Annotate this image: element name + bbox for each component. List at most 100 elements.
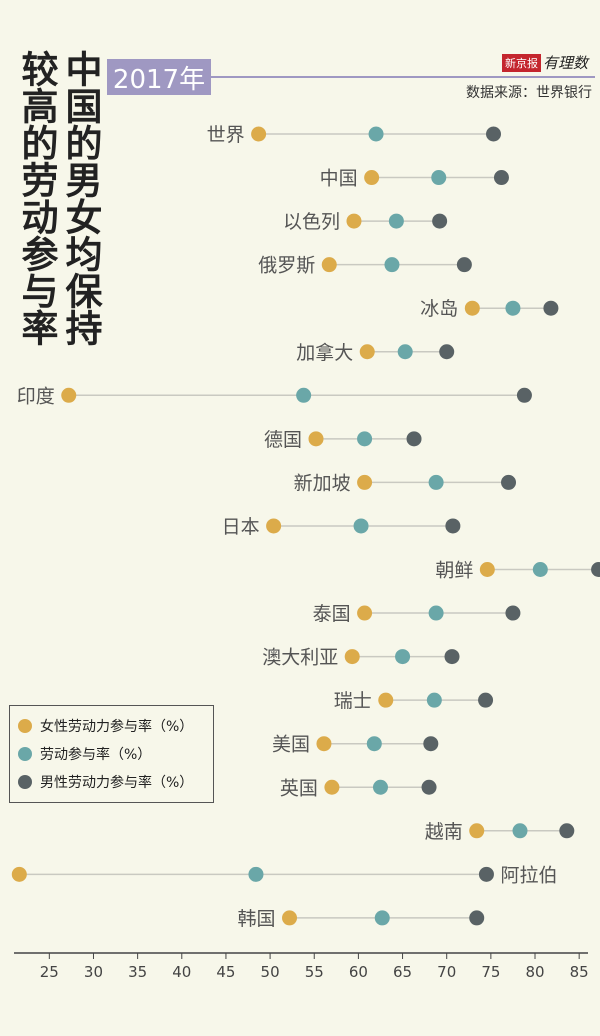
male-dot xyxy=(445,518,461,534)
overall-dot xyxy=(353,518,369,534)
x-tick-label: 45 xyxy=(216,963,235,981)
female-dot xyxy=(282,910,298,926)
chart-title-line-1: 中国的男女均保持 xyxy=(59,50,102,346)
female-dot xyxy=(324,779,340,795)
female-dot xyxy=(357,605,373,621)
legend-item-male: 男性劳动力参与率（%） xyxy=(18,768,213,796)
overall-dot xyxy=(374,910,390,926)
male-dot xyxy=(406,431,422,447)
overall-dot xyxy=(384,257,400,273)
female-dot xyxy=(346,213,362,229)
year-badge: 2017年 xyxy=(107,59,211,95)
category-label: 世界 xyxy=(207,124,245,146)
male-dot xyxy=(432,213,448,229)
overall-dot xyxy=(248,866,264,882)
x-tick-label: 30 xyxy=(84,963,103,981)
category-label: 以色列 xyxy=(283,211,340,233)
category-label: 瑞士 xyxy=(334,690,372,712)
x-tick-label: 35 xyxy=(128,963,147,981)
category-label: 泰国 xyxy=(313,603,351,625)
x-tick-label: 80 xyxy=(525,963,544,981)
x-tick-label: 60 xyxy=(349,963,368,981)
male-dot xyxy=(469,910,485,926)
overall-dot xyxy=(395,649,411,665)
category-label: 俄罗斯 xyxy=(258,255,315,277)
x-tick-label: 65 xyxy=(393,963,412,981)
female-dot xyxy=(321,257,337,273)
x-tick-label: 55 xyxy=(305,963,324,981)
male-dot xyxy=(439,344,455,360)
female-dot xyxy=(364,170,380,186)
female-dot xyxy=(357,474,373,490)
female-dot xyxy=(308,431,324,447)
female-dot xyxy=(464,300,480,316)
overall-dot xyxy=(505,300,521,316)
overall-dot xyxy=(426,692,442,708)
overall-dot xyxy=(368,126,384,142)
category-label: 英国 xyxy=(280,777,318,799)
male-dot xyxy=(456,257,472,273)
legend-label-female: 女性劳动力参与率（%） xyxy=(40,719,194,735)
category-label: 日本 xyxy=(222,516,260,538)
legend-label-male: 男性劳动力参与率（%） xyxy=(40,775,194,791)
male-dot xyxy=(444,649,460,665)
female-dot xyxy=(316,736,332,752)
overall-dot xyxy=(366,736,382,752)
legend-female-dot xyxy=(18,719,32,733)
legend-item-overall: 劳动参与率（%） xyxy=(18,740,213,768)
male-dot xyxy=(423,736,439,752)
male-dot xyxy=(591,562,600,577)
female-dot xyxy=(469,823,485,839)
legend: 女性劳动力参与率（%） 劳动参与率（%） 男性劳动力参与率（%） xyxy=(9,705,214,803)
male-dot xyxy=(478,692,494,708)
category-label: 美国 xyxy=(272,734,310,756)
overall-dot xyxy=(428,605,444,621)
x-tick-label: 70 xyxy=(437,963,456,981)
female-dot xyxy=(266,518,282,534)
male-dot xyxy=(559,823,575,839)
x-tick-label: 25 xyxy=(40,963,59,981)
x-tick-label: 40 xyxy=(172,963,191,981)
overall-dot xyxy=(397,344,413,360)
male-dot xyxy=(543,300,559,316)
female-dot xyxy=(11,866,27,882)
female-dot xyxy=(344,649,360,665)
x-tick-label: 75 xyxy=(481,963,500,981)
category-label: 新加坡 xyxy=(294,472,351,494)
brand-tag: 新京报 xyxy=(502,53,541,72)
brand-logo: 新京报 有理数 xyxy=(502,52,588,73)
overall-dot xyxy=(296,387,312,403)
category-label: 越南 xyxy=(425,821,463,843)
overall-dot xyxy=(428,474,444,490)
chart-title-line-2: 较高的劳动参与率 xyxy=(15,50,58,346)
female-dot xyxy=(378,692,394,708)
category-label: 澳大利亚 xyxy=(262,647,338,669)
overall-dot xyxy=(388,213,404,229)
category-label: 韩国 xyxy=(238,908,276,930)
male-dot xyxy=(505,605,521,621)
year-rule xyxy=(211,76,595,78)
x-tick-label: 85 xyxy=(570,963,589,981)
legend-male-dot xyxy=(18,775,32,789)
male-dot xyxy=(501,474,517,490)
category-label: 冰岛 xyxy=(420,298,458,320)
male-dot xyxy=(516,387,532,403)
male-dot xyxy=(486,126,502,142)
legend-overall-dot xyxy=(18,747,32,761)
category-label: 德国 xyxy=(264,429,302,451)
category-label: 朝鲜 xyxy=(435,560,473,582)
legend-label-overall: 劳动参与率（%） xyxy=(40,747,152,763)
overall-dot xyxy=(512,823,528,839)
data-source: 数据来源：世界银行 xyxy=(466,85,592,101)
male-dot xyxy=(478,866,494,882)
category-label: 加拿大 xyxy=(296,341,353,364)
male-dot xyxy=(493,170,509,186)
legend-item-female: 女性劳动力参与率（%） xyxy=(18,712,213,740)
female-dot xyxy=(251,126,267,142)
female-dot xyxy=(359,344,375,360)
overall-dot xyxy=(532,562,548,577)
brand-name: 有理数 xyxy=(543,54,589,72)
overall-dot xyxy=(372,779,388,795)
female-dot xyxy=(479,562,495,577)
category-label: 阿拉伯 xyxy=(500,864,557,886)
